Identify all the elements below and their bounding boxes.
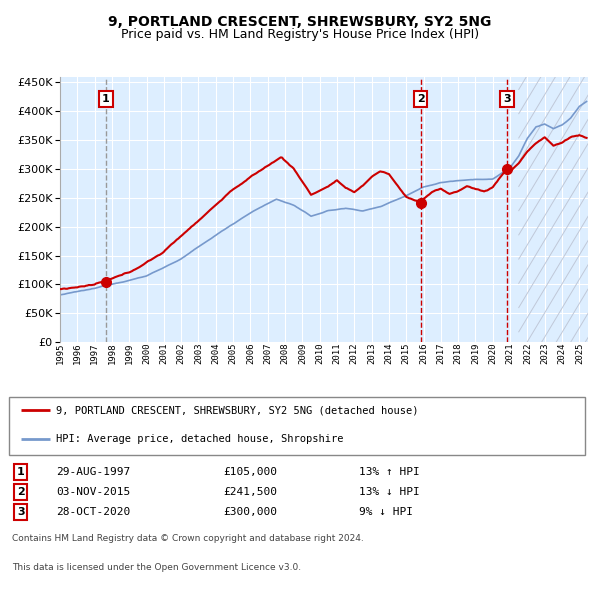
Text: £300,000: £300,000 [224,507,278,517]
Text: HPI: Average price, detached house, Shropshire: HPI: Average price, detached house, Shro… [56,434,343,444]
Text: Price paid vs. HM Land Registry's House Price Index (HPI): Price paid vs. HM Land Registry's House … [121,28,479,41]
Text: 2001: 2001 [160,342,169,363]
Text: 2018: 2018 [454,342,463,363]
Text: 1995: 1995 [56,342,65,363]
Text: 2022: 2022 [523,342,532,363]
Text: 2016: 2016 [419,342,428,363]
Text: 2013: 2013 [367,342,376,363]
Text: 2012: 2012 [350,342,359,363]
Text: £241,500: £241,500 [224,487,278,497]
Text: 2010: 2010 [315,342,324,363]
Text: 2014: 2014 [385,342,394,363]
Text: 03-NOV-2015: 03-NOV-2015 [56,487,130,497]
Text: £105,000: £105,000 [224,467,278,477]
Text: 2011: 2011 [332,342,341,363]
Text: 2023: 2023 [540,342,549,363]
Text: 9, PORTLAND CRESCENT, SHREWSBURY, SY2 5NG (detached house): 9, PORTLAND CRESCENT, SHREWSBURY, SY2 5N… [56,405,418,415]
Text: 2024: 2024 [557,342,566,363]
Text: Contains HM Land Registry data © Crown copyright and database right 2024.: Contains HM Land Registry data © Crown c… [12,534,364,543]
Text: 9, PORTLAND CRESCENT, SHREWSBURY, SY2 5NG: 9, PORTLAND CRESCENT, SHREWSBURY, SY2 5N… [109,15,491,29]
Text: 3: 3 [17,507,25,517]
Text: 2005: 2005 [229,342,238,363]
Text: 2009: 2009 [298,342,307,363]
Text: 2015: 2015 [402,342,411,363]
FancyBboxPatch shape [9,397,585,455]
Text: 1: 1 [17,467,25,477]
Text: 2006: 2006 [246,342,255,363]
Text: 28-OCT-2020: 28-OCT-2020 [56,507,130,517]
Text: 3: 3 [503,94,511,104]
Text: 1999: 1999 [125,342,134,363]
Text: 1996: 1996 [73,342,82,363]
Text: 2021: 2021 [506,342,515,363]
Text: 2004: 2004 [211,342,220,363]
Text: 1: 1 [102,94,110,104]
Text: 2: 2 [417,94,425,104]
Text: 2025: 2025 [575,342,584,363]
Text: 2003: 2003 [194,342,203,363]
Text: 2007: 2007 [263,342,272,363]
Text: 1997: 1997 [90,342,99,363]
Text: 2019: 2019 [471,342,480,363]
Text: 13% ↓ HPI: 13% ↓ HPI [359,487,419,497]
Text: 13% ↑ HPI: 13% ↑ HPI [359,467,419,477]
Text: 1998: 1998 [107,342,116,363]
Text: 29-AUG-1997: 29-AUG-1997 [56,467,130,477]
Text: 2020: 2020 [488,342,497,363]
Text: This data is licensed under the Open Government Licence v3.0.: This data is licensed under the Open Gov… [12,563,301,572]
Text: 2: 2 [17,487,25,497]
Text: 2008: 2008 [281,342,290,363]
Text: 2002: 2002 [176,342,185,363]
Text: 2000: 2000 [142,342,151,363]
Text: 9% ↓ HPI: 9% ↓ HPI [359,507,413,517]
Text: 2017: 2017 [436,342,445,363]
